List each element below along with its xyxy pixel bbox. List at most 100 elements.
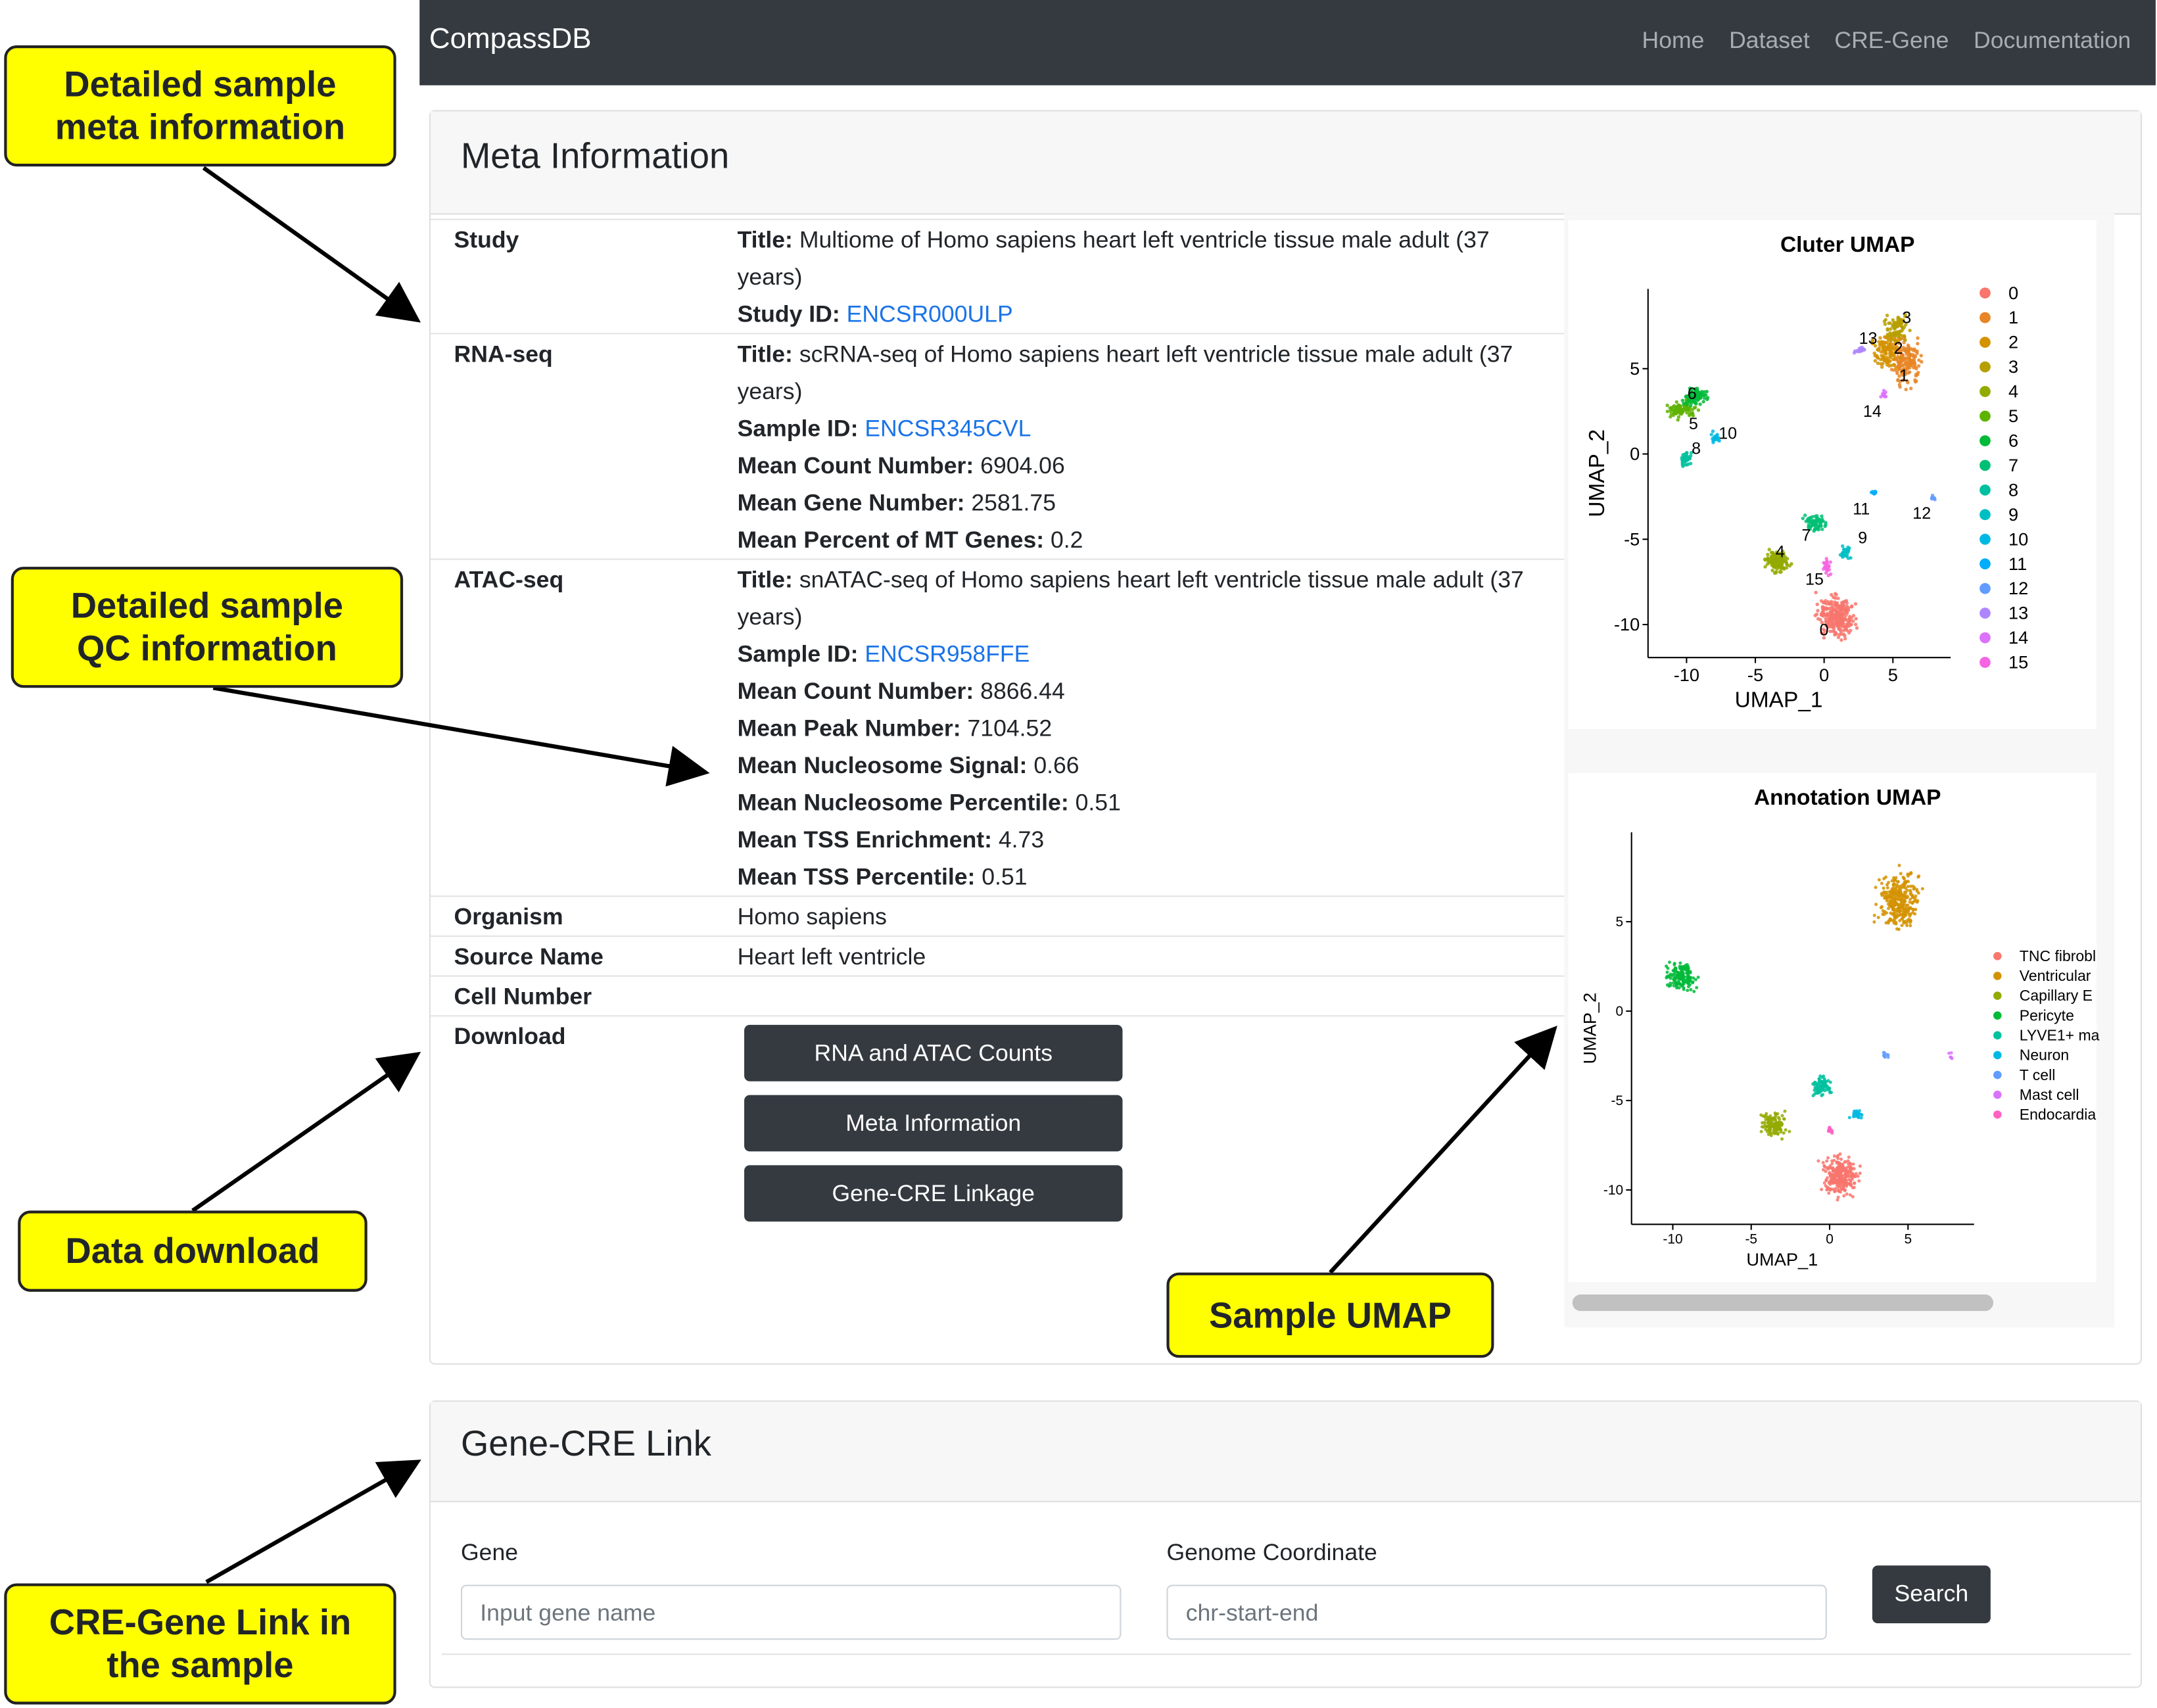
cell-dot xyxy=(1908,900,1912,904)
cell-dot xyxy=(1908,897,1912,901)
cell-dot xyxy=(1830,613,1835,617)
cell-dot xyxy=(1843,634,1847,638)
cell-dot xyxy=(1822,1085,1826,1089)
cell-dot xyxy=(1895,340,1900,344)
cell-dot xyxy=(1713,435,1717,440)
legend-dot xyxy=(1979,287,1991,299)
gene-input[interactable]: Input gene name xyxy=(460,1584,1122,1640)
cell-dot xyxy=(1897,383,1902,387)
nav-link[interactable]: Documentation xyxy=(1974,27,2131,54)
cell-dot xyxy=(1886,1053,1890,1057)
cell-dot xyxy=(1759,1129,1763,1133)
plot-title: Cluter UMAP xyxy=(1780,233,1915,257)
cell-dot xyxy=(1893,331,1897,335)
cell-dot xyxy=(1676,415,1681,419)
search-button[interactable]: Search xyxy=(1872,1565,1991,1624)
row-value: Heart left ventricle xyxy=(714,935,1566,976)
cell-dot xyxy=(1672,408,1676,412)
cell-dot xyxy=(1677,409,1681,413)
meta-link[interactable]: ENCSR958FFE xyxy=(865,641,1030,667)
cell-dot xyxy=(1876,348,1880,352)
cell-dot xyxy=(1832,608,1836,612)
cell-dot xyxy=(1913,378,1917,382)
callout-line: meta information xyxy=(55,106,346,147)
cell-dot xyxy=(1682,402,1686,406)
x-tick-label: -10 xyxy=(1663,1232,1682,1247)
cell-dot xyxy=(1916,336,1920,340)
cluster-label: 9 xyxy=(1858,529,1867,548)
cell-dot xyxy=(1839,615,1843,619)
y-axis-label: UMAP_2 xyxy=(1585,429,1609,517)
cell-dot xyxy=(1709,433,1713,437)
cell-dot xyxy=(1810,523,1814,527)
download-button[interactable]: Meta Information xyxy=(744,1095,1123,1152)
cell-dot xyxy=(1822,567,1826,571)
cell-dot xyxy=(1834,1187,1837,1191)
cell-dot xyxy=(1816,518,1820,522)
meta-row: ATAC-seq Title: snATAC-seq of Homo sapien… xyxy=(430,558,1566,897)
coord-input[interactable]: chr-start-end xyxy=(1166,1584,1827,1640)
meta-link[interactable]: ENCSR000ULP xyxy=(846,301,1013,328)
cell-dot xyxy=(1892,921,1896,925)
cell-dot xyxy=(1692,989,1696,993)
cell-dot xyxy=(1687,977,1692,981)
cell-dot xyxy=(1912,355,1916,359)
legend-label: LYVE1+ ma xyxy=(2020,1026,2100,1043)
cell-dot xyxy=(1775,1126,1779,1129)
x-tick-label: 0 xyxy=(1819,665,1829,685)
scrollbar xyxy=(1572,1294,1994,1312)
y-tick-label: 0 xyxy=(1630,444,1640,464)
legend-label: Capillary E xyxy=(2020,987,2093,1004)
cell-dot xyxy=(1889,918,1893,922)
cell-dot xyxy=(1766,1121,1770,1125)
callout-line: the sample xyxy=(107,1644,294,1686)
cell-dot xyxy=(1828,1086,1832,1090)
cell-dot xyxy=(1773,1122,1777,1126)
cell-dot xyxy=(1858,349,1862,354)
meta-row: Organism Homo sapiens xyxy=(430,895,1566,936)
cell-dot xyxy=(1695,392,1700,396)
meta-link[interactable]: ENCSR345CVL xyxy=(865,415,1031,442)
download-button[interactable]: RNA and ATAC Counts xyxy=(744,1024,1123,1081)
legend-label: 6 xyxy=(2008,431,2018,451)
cell-dot xyxy=(1695,388,1699,392)
cell-dot xyxy=(1822,1074,1826,1078)
cell-dot xyxy=(1833,596,1837,600)
cell-dot xyxy=(1893,878,1897,882)
cell-dot xyxy=(1836,1198,1839,1202)
cell-dot xyxy=(1879,906,1883,910)
nav-link[interactable]: Home xyxy=(1642,27,1705,54)
cell-dot xyxy=(1901,895,1905,899)
download-button[interactable]: Gene-CRE Linkage xyxy=(744,1165,1123,1222)
cell-dot xyxy=(1900,917,1904,921)
cell-dot xyxy=(1672,972,1676,976)
cell-dot xyxy=(1855,626,1859,630)
cell-dot xyxy=(1766,552,1770,557)
cell-dot xyxy=(1858,1164,1862,1168)
gene-cre-card: Gene-CRE Link Gene Input gene name Genom… xyxy=(429,1400,2143,1688)
cluster-label: 1 xyxy=(1899,367,1908,385)
cell-dot xyxy=(1884,390,1887,394)
cell-dot xyxy=(1892,362,1896,367)
cell-dot xyxy=(1821,609,1826,613)
cell-dot xyxy=(1903,899,1907,903)
cell-dot xyxy=(1887,348,1892,352)
nav-link[interactable]: Dataset xyxy=(1729,27,1810,54)
cell-dot xyxy=(1825,1088,1829,1092)
cell-dot xyxy=(1893,348,1898,352)
cell-dot xyxy=(1676,971,1680,975)
nav-link[interactable]: CRE-Gene xyxy=(1834,27,1949,54)
cell-dot xyxy=(1882,356,1886,360)
legend-dot xyxy=(1979,435,1991,446)
cell-dot xyxy=(1916,875,1920,879)
cell-dot xyxy=(1902,363,1906,367)
cell-dot xyxy=(1905,366,1909,370)
cell-dot xyxy=(1821,627,1826,632)
cell-dot xyxy=(1877,878,1881,882)
brand[interactable]: CompassDB xyxy=(429,23,592,55)
cell-dot xyxy=(1901,368,1905,372)
cell-dot xyxy=(1839,1171,1843,1175)
cell-dot xyxy=(1685,450,1689,455)
cell-dot xyxy=(1827,1191,1831,1195)
cell-dot xyxy=(1909,387,1913,391)
